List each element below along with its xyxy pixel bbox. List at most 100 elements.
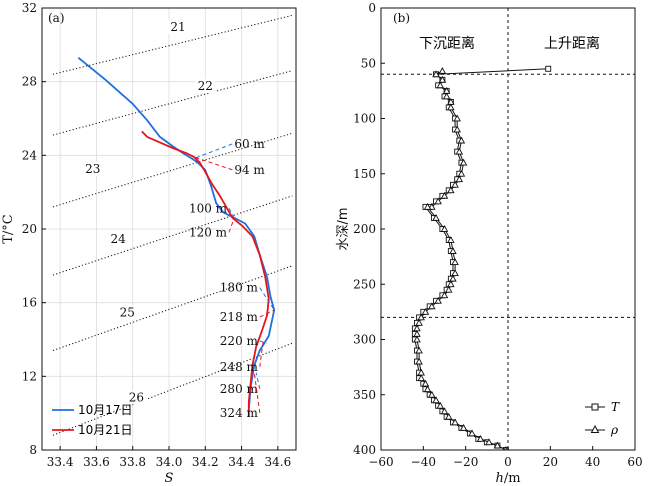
profile-point-triangle — [455, 147, 464, 155]
panel-b-y-tick-label: 300 — [353, 333, 376, 347]
profile-point-triangle — [451, 180, 459, 188]
panel-b-x-tick-label: 0 — [504, 455, 512, 469]
profile-point-triangle — [432, 396, 440, 404]
panel-b-y-tick-label: 350 — [353, 388, 376, 402]
panel-b-x-tick-label: 60 — [627, 455, 642, 469]
panel-b-label: (b) — [393, 11, 410, 25]
panel-a-y-tick-label: 20 — [22, 222, 37, 236]
region-label-rising: 上升距离 — [544, 35, 600, 52]
profile-point-triangle — [468, 429, 476, 437]
profile-point-triangle — [447, 186, 455, 194]
panel-a-depth-annotations: 60 m 94 m 100 m 120 m 180 m 218 m 220 m 248 m 28… — [189, 137, 275, 420]
panel-a-y-tick-label: 16 — [22, 296, 37, 310]
profile-line-triangle — [416, 70, 507, 450]
isopycnal-label: 22 — [198, 79, 213, 93]
panel-b-y-tick-label: 0 — [368, 1, 376, 15]
profile-point-triangle — [440, 191, 449, 199]
legend-label-series-1: 10月17日 — [78, 403, 133, 417]
panel-a-ticks: 33.4 33.6 33.8 34.0 34.2 34.4 34.6 8 12 16 20 24 28 3… — [22, 1, 291, 469]
profile-point-triangle — [417, 374, 425, 382]
depth-annotation-leader — [259, 309, 275, 318]
isopycnal-label-bg — [117, 305, 138, 320]
profile-point-triangle — [457, 136, 466, 144]
depth-annotation-leader — [192, 143, 233, 160]
panel-b-displacement-depth: −60 −40 −20 0 20 40 60 0 50 100 150 200 250 300 350 400… — [336, 1, 643, 486]
panel-a-series — [77, 57, 276, 417]
profile-point-triangle — [415, 346, 423, 354]
series-line-1 — [77, 57, 276, 410]
profile-point-triangle — [432, 214, 440, 221]
depth-annotation-label: 248 m — [220, 360, 259, 374]
legend-marker-triangle — [590, 424, 600, 433]
panel-b-x-tick-label: 20 — [543, 455, 558, 469]
isopycnal-label: 26 — [129, 390, 144, 404]
profile-point-triangle — [447, 236, 455, 243]
profile-point-triangle — [434, 296, 442, 304]
panel-a-y-tick-label: 12 — [22, 369, 37, 383]
panel-a-x-tick-label: 34.0 — [156, 455, 183, 469]
depth-annotation-label: 120 m — [189, 225, 228, 239]
profile-point-triangle — [436, 401, 445, 409]
depth-annotation-leader — [228, 217, 235, 233]
panel-a-x-tick-label: 34.2 — [192, 455, 219, 469]
profile-point-triangle — [447, 280, 455, 288]
profile-point-triangle — [423, 202, 432, 210]
profile-point-triangle — [438, 67, 447, 74]
depth-annotation-label: 218 m — [220, 310, 259, 324]
profile-point-triangle — [440, 225, 449, 232]
panel-b-y-tick-label: 250 — [353, 277, 376, 291]
profile-point-triangle — [421, 379, 430, 387]
panel-a-label: (a) — [48, 11, 65, 25]
series-line-2 — [141, 130, 270, 417]
profile-point-triangle — [485, 438, 493, 446]
profile-point-triangle — [438, 75, 447, 83]
panel-a-x-tick-label: 33.6 — [83, 455, 110, 469]
profile-point-triangle — [428, 302, 436, 310]
profile-point-triangle — [442, 92, 451, 100]
isopycnal-label: 21 — [170, 20, 185, 34]
profile-point-triangle — [449, 274, 457, 282]
depth-annotation-label: 280 m — [220, 382, 259, 396]
profile-point-triangle — [447, 103, 455, 111]
panel-b-x-tick-label: 40 — [585, 455, 600, 469]
profile-point-triangle — [457, 169, 466, 177]
depth-annotation-leader — [228, 208, 235, 219]
profile-point-triangle — [459, 423, 468, 431]
panel-a-x-tick-label: 33.8 — [119, 455, 146, 469]
profile-point-triangle — [493, 441, 502, 449]
profile-point-triangle — [440, 407, 449, 415]
profile-point-triangle — [436, 81, 445, 89]
isopycnal-label: 24 — [111, 232, 127, 246]
depth-annotation-label: 220 m — [220, 334, 259, 348]
isopycnal-label-bg — [168, 20, 189, 35]
panel-b-x-tick-label: −20 — [453, 455, 478, 469]
profile-point-triangle — [434, 197, 442, 205]
depth-annotation-label: 60 m — [234, 137, 265, 151]
isopycnal-line — [52, 195, 293, 276]
panel-b-y-tick-label: 400 — [353, 443, 376, 457]
panel-a-x-tick-label: 34.6 — [264, 455, 291, 469]
profile-point-triangle — [451, 258, 459, 265]
legend-label-T: T — [611, 400, 620, 414]
profile-point-triangle — [423, 385, 432, 393]
panel-b-y-axis-label: 水深/m — [336, 207, 351, 250]
panel-b-y-tick-label: 150 — [353, 167, 376, 181]
legend-label-rho: ρ — [610, 423, 618, 437]
panel-b-y-tick-label: 200 — [353, 222, 376, 236]
isopycnal-label-bg — [126, 390, 147, 405]
isopycnal-label-bg — [108, 231, 129, 246]
profile-point-triangle — [428, 390, 436, 398]
profile-point-triangle — [453, 125, 461, 133]
panel-a-x-tick-label: 34.4 — [228, 455, 255, 469]
profile-point-triangle — [476, 435, 485, 442]
depth-annotation-label: 100 m — [189, 201, 228, 215]
profile-point-triangle — [413, 335, 421, 343]
isopycnal-line — [52, 70, 293, 136]
isopycnal-label: 23 — [85, 162, 100, 176]
profile-point-triangle — [421, 307, 430, 315]
depth-annotation-label: 324 m — [220, 406, 259, 420]
depth-annotation-leader — [259, 339, 264, 367]
profile-point-triangle — [453, 114, 461, 122]
depth-annotation-leader — [259, 287, 275, 311]
isopycnal-label-bg — [195, 79, 216, 94]
